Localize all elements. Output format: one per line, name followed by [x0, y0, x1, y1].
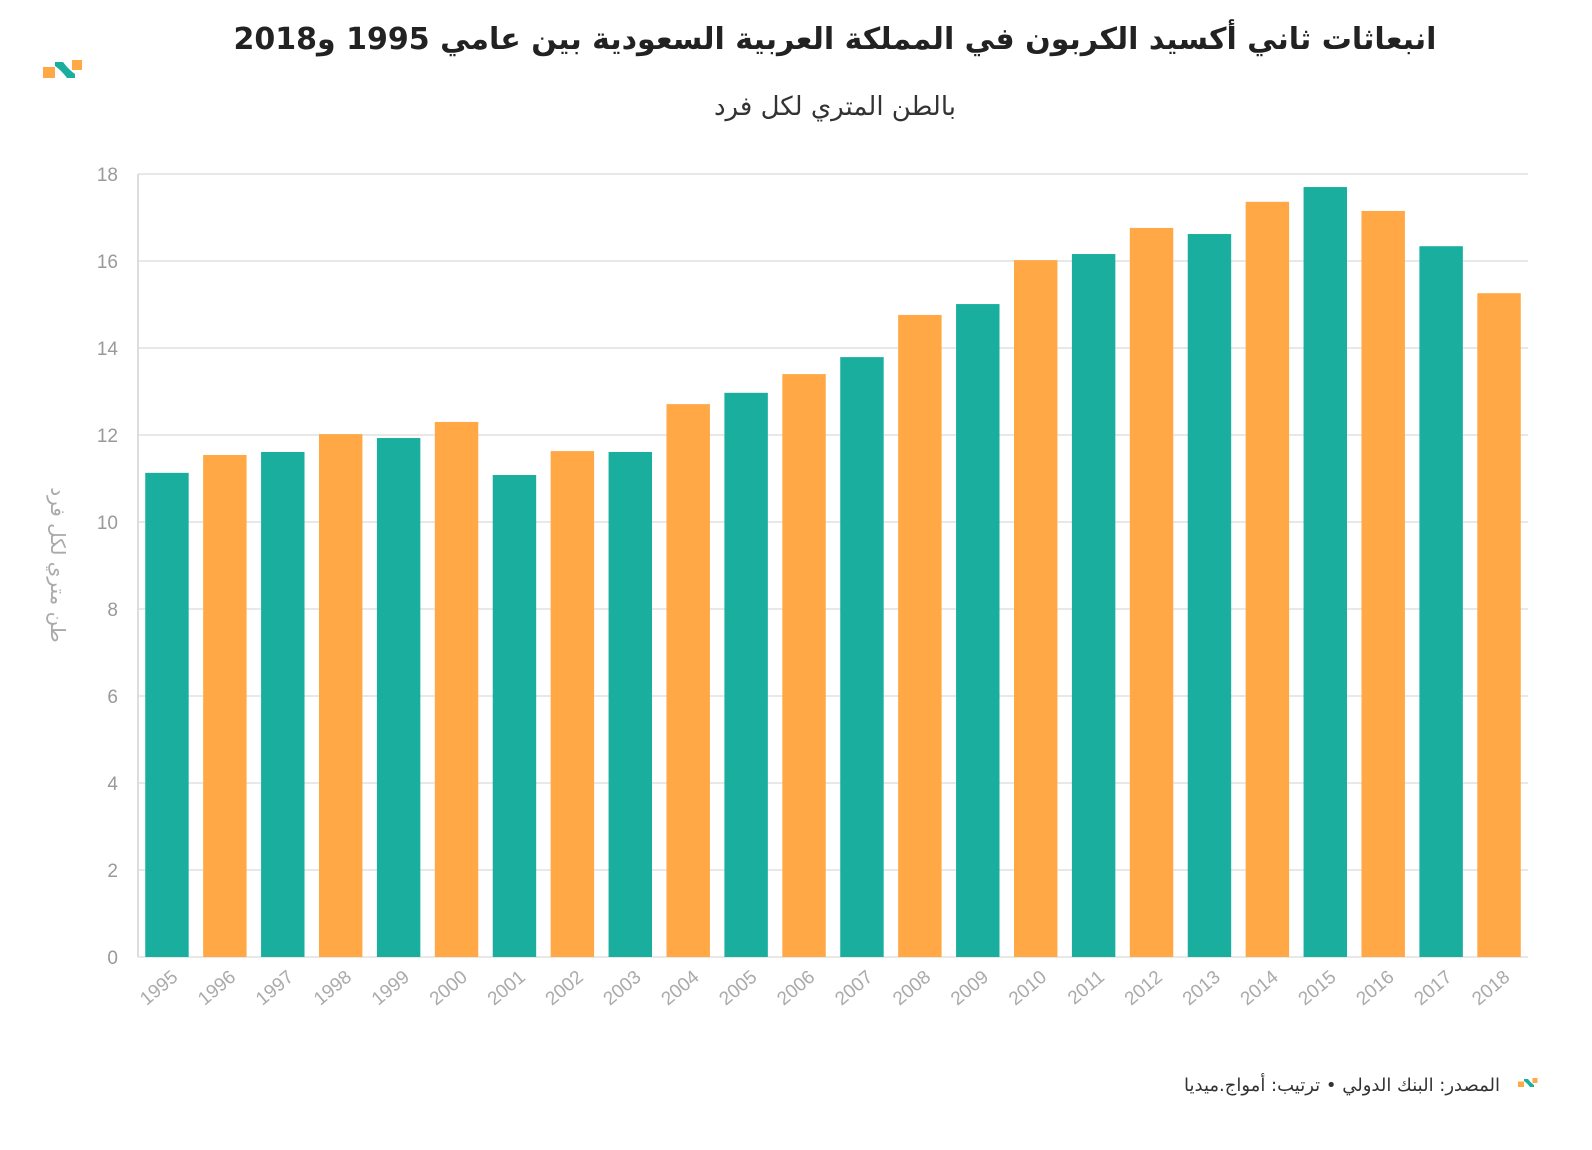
- x-tick-label: 2003: [600, 967, 646, 1010]
- bar-2007: [840, 357, 884, 957]
- x-tick-label: 2006: [773, 967, 819, 1010]
- bar-2000: [434, 421, 479, 957]
- bar-2001: [492, 475, 537, 957]
- y-tick-label: 10: [97, 513, 118, 534]
- bar-2009: [956, 304, 1000, 957]
- bar-2012: [1129, 227, 1174, 957]
- bar-2008: [898, 314, 942, 957]
- x-tick-label: 2016: [1353, 967, 1399, 1010]
- bar-2015: [1303, 187, 1348, 958]
- y-tick-label: 14: [97, 339, 119, 360]
- x-tick-label: 2007: [831, 967, 877, 1010]
- x-tick-label: 2017: [1410, 967, 1456, 1010]
- x-tick-label: 2005: [715, 967, 761, 1010]
- bar-1999: [376, 438, 421, 957]
- chart-subtitle: بالطن المتري لكل فرد: [713, 92, 957, 122]
- x-tick-label: 1995: [136, 967, 182, 1010]
- x-tick-label: 2012: [1121, 967, 1167, 1010]
- x-tick-label: 1996: [194, 967, 240, 1010]
- x-tick-label: 2015: [1295, 967, 1341, 1010]
- x-tick-label: 2008: [889, 967, 935, 1010]
- bar-2016: [1361, 210, 1405, 958]
- bar-2017: [1419, 246, 1463, 957]
- source-note: المصدر: البنك الدولي • ترتيب: أمواج.ميدي…: [1184, 1075, 1500, 1096]
- y-tick-label: 0: [107, 948, 118, 969]
- x-tick-label: 1999: [368, 967, 414, 1010]
- x-tick-label: 2018: [1468, 967, 1514, 1010]
- x-tick-label: 1997: [252, 967, 298, 1010]
- y-tick-label: 12: [97, 426, 118, 447]
- bar-2011: [1071, 254, 1116, 958]
- x-tick-label: 2009: [947, 967, 993, 1010]
- y-tick-label: 16: [97, 252, 118, 273]
- bar-2006: [782, 374, 826, 958]
- y-tick-label: 4: [107, 774, 118, 795]
- y-tick-label: 8: [107, 600, 118, 621]
- x-tick-label: 2001: [484, 967, 530, 1010]
- x-tick-label: 2000: [426, 967, 472, 1010]
- x-tick-label: 2010: [1005, 967, 1051, 1010]
- x-tick-label: 1998: [310, 967, 356, 1010]
- bar-1996: [203, 455, 247, 957]
- chart-title: انبعاثات ثاني أكسيد الكربون في المملكة ا…: [233, 22, 1437, 57]
- bar-2010: [1013, 260, 1058, 957]
- bar-2003: [608, 451, 653, 957]
- x-tick-label: 2014: [1237, 966, 1283, 1010]
- y-tick-label: 2: [107, 861, 118, 882]
- bar-2004: [666, 404, 710, 957]
- bar-2013: [1187, 234, 1232, 957]
- x-tick-label: 2004: [658, 966, 704, 1010]
- bar-1997: [261, 451, 305, 957]
- x-tick-label: 2002: [542, 967, 588, 1010]
- logo-top: [43, 60, 82, 78]
- y-tick-label: 6: [107, 687, 118, 708]
- bar-2002: [550, 451, 595, 957]
- bar-2014: [1245, 201, 1290, 958]
- bar-1995: [145, 472, 189, 957]
- bar-2018: [1477, 293, 1521, 957]
- logo-bottom: [1518, 1078, 1538, 1087]
- x-tick-label: 2011: [1064, 967, 1109, 1009]
- bar-2005: [724, 392, 768, 957]
- bar-1998: [318, 434, 363, 957]
- y-tick-label: 18: [97, 165, 118, 186]
- x-tick-label: 2013: [1179, 967, 1225, 1010]
